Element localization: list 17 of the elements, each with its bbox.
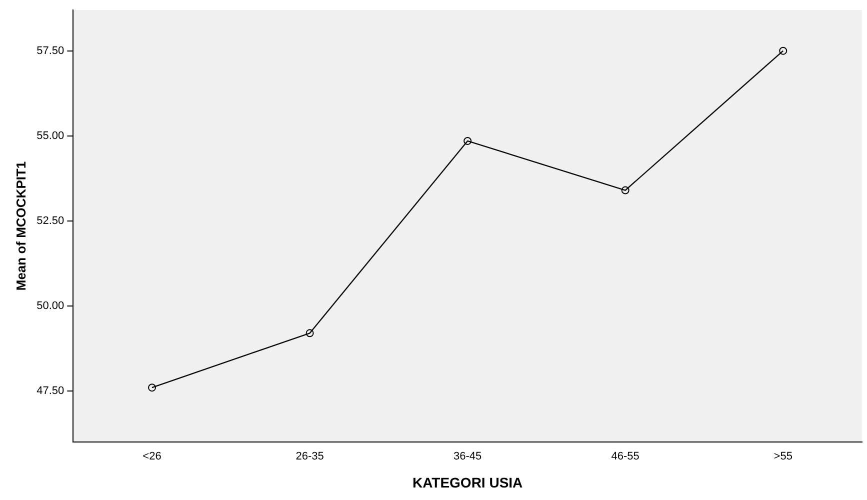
point	[464, 136, 472, 145]
y-tick-label: 57.50	[36, 44, 64, 57]
x-tick-label: >55	[774, 450, 792, 463]
x-tick-label: 46-55	[611, 450, 640, 463]
x-tick-label: 36-45	[453, 450, 482, 463]
point	[621, 186, 630, 194]
point	[779, 46, 788, 55]
y-axis-title: Mean of MCOCKPIT1	[13, 161, 28, 291]
y-tick-label: 50.00	[36, 300, 64, 312]
y-tick-label: 52.50	[36, 214, 64, 227]
point	[306, 329, 314, 338]
y-tick-label: 47.50	[36, 385, 64, 398]
point	[148, 384, 156, 392]
x-tick-label: <26	[142, 450, 162, 463]
y-tick-label: 55.00	[36, 130, 64, 142]
x-tick-label: 26-35	[296, 450, 324, 463]
x-axis-title: KATEGORI USIA	[412, 474, 523, 490]
